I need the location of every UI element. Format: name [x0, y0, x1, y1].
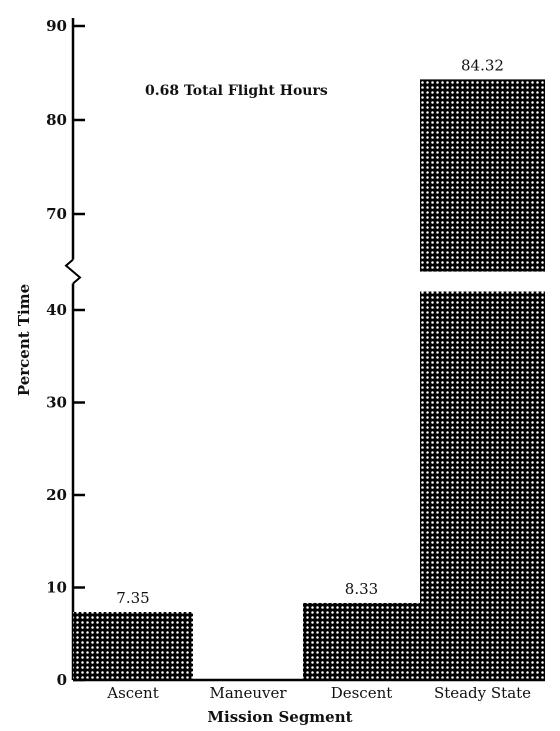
y-axis: 0 10 20 30 40 70 80 90 — [46, 17, 85, 689]
bars-group: 7.35 8.33 84.32 — [73, 56, 545, 682]
y-tick-label: 10 — [46, 579, 67, 597]
y-tick-label: 30 — [46, 394, 67, 412]
y-tick-label: 40 — [46, 301, 67, 319]
x-category-label: Descent — [331, 684, 393, 702]
y-axis-break-marker — [64, 258, 82, 285]
y-tick-label: 20 — [46, 486, 67, 504]
bar-value-label: 8.33 — [345, 580, 378, 598]
y-tick-label: 0 — [57, 671, 67, 689]
x-axis-labels: Ascent Maneuver Descent Steady State — [106, 684, 531, 702]
y-tick-label: 90 — [46, 17, 67, 35]
x-category-label: Ascent — [106, 684, 159, 702]
y-tick-label: 80 — [46, 111, 67, 129]
bar — [73, 612, 193, 680]
bar-value-label: 7.35 — [116, 589, 149, 607]
bar-value-label: 84.32 — [461, 56, 504, 74]
x-category-label: Steady State — [434, 684, 531, 702]
bar-upper-segment — [420, 79, 545, 272]
chart-annotation: 0.68 Total Flight Hours — [145, 83, 328, 99]
bar — [303, 602, 420, 680]
y-axis-title: Percent Time — [15, 284, 33, 396]
x-axis-title: Mission Segment — [207, 708, 352, 726]
bar-lower-segment — [420, 291, 545, 680]
x-category-label: Maneuver — [209, 684, 287, 702]
y-tick-label: 70 — [46, 205, 67, 223]
